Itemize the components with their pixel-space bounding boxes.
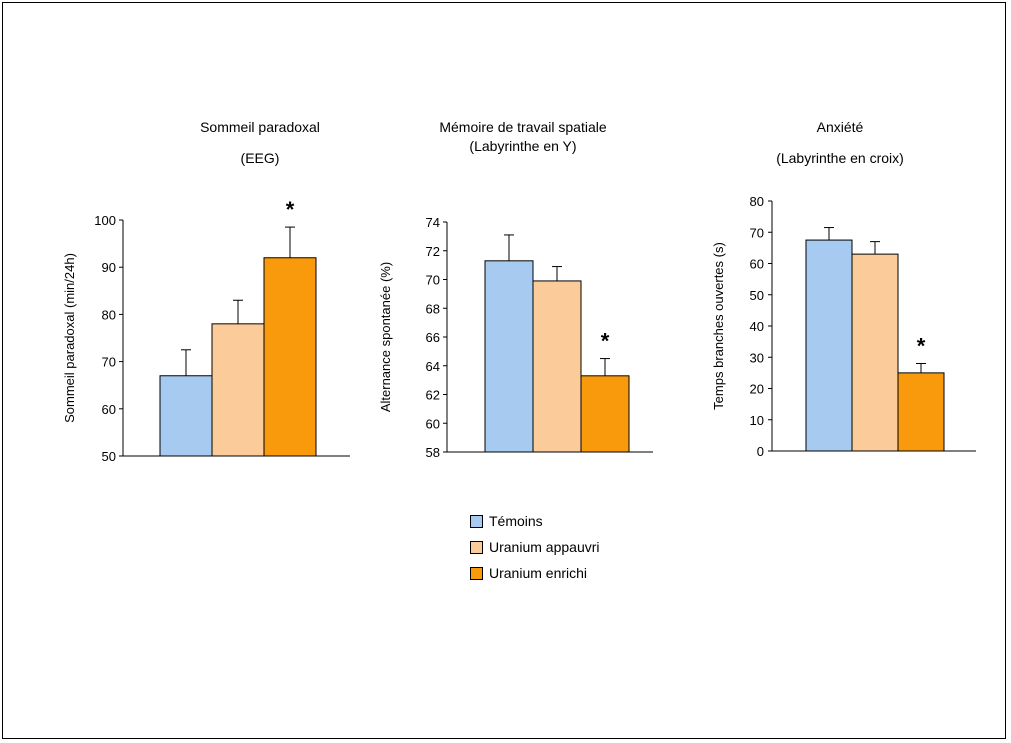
chart1-y-tick-label: 90 <box>102 260 116 275</box>
chart-legend: Témoins Uranium appauvri Uranium enrichi <box>470 508 600 586</box>
chart2-y-tick-label: 68 <box>426 301 440 316</box>
chart1-y-tick-label: 50 <box>102 449 116 464</box>
chart-title-2: Mémoire de travail spatiale <box>439 119 607 135</box>
chart3-significance-mark-3: * <box>917 334 926 359</box>
legend-item-uranium-enrichi: Uranium enrichi <box>470 560 600 586</box>
chart2-y-tick-label: 58 <box>426 445 440 460</box>
chart3-y-tick-label: 60 <box>750 257 764 272</box>
chart-subtitle-2: (Labyrinthe en Y) <box>469 138 577 154</box>
chart2-bar-2 <box>532 280 582 453</box>
legend-label-uranium-enrichi: Uranium enrichi <box>489 565 588 581</box>
legend-swatch-temoins <box>470 514 483 528</box>
chart1-bar-2 <box>211 323 265 457</box>
chart3-bar-2 <box>851 253 899 452</box>
chart1-y-tick-label: 60 <box>102 402 116 417</box>
chart2-y-tick-label: 62 <box>426 388 440 403</box>
chart1-bar-1 <box>159 375 213 457</box>
chart2-y-axis-label: Alternance spontanée (%) <box>378 262 393 412</box>
chart2-bar-3 <box>580 375 630 453</box>
chart-title-1: Sommeil paradoxal <box>200 119 320 135</box>
chart3-y-tick-label: 20 <box>750 382 764 397</box>
chart3-y-tick-label: 80 <box>750 194 764 209</box>
legend-item-temoins: Témoins <box>470 508 600 534</box>
chart3-y-tick-label: 30 <box>750 350 764 365</box>
chart1-y-tick-label: 100 <box>94 213 116 228</box>
chart2-y-tick-label: 60 <box>426 416 440 431</box>
chart2-bar-1 <box>484 260 534 453</box>
chart3-y-tick-label: 50 <box>750 288 764 303</box>
legend-swatch-uranium-appauvri <box>470 540 483 554</box>
chart3-bar-1 <box>805 239 853 452</box>
chart3-y-tick-label: 70 <box>750 225 764 240</box>
chart1-bar-3 <box>263 257 317 457</box>
chart3-y-tick-label: 10 <box>750 413 764 428</box>
chart1-significance-mark-3: * <box>286 197 295 222</box>
chart-title-3: Anxiété <box>816 119 864 135</box>
chart2-y-tick-label: 66 <box>426 330 440 345</box>
chart1-y-tick-label: 70 <box>102 355 116 370</box>
legend-label-temoins: Témoins <box>489 513 543 529</box>
chart3-y-tick-label: 40 <box>750 319 764 334</box>
chart2-y-tick-label: 70 <box>426 273 440 288</box>
chart3-y-tick-label: 0 <box>757 444 764 459</box>
chart2-y-tick-label: 72 <box>426 244 440 259</box>
chart2-y-tick-label: 64 <box>426 359 440 374</box>
chart3-bar-3 <box>897 372 945 452</box>
chart2-significance-mark-3: * <box>601 329 610 354</box>
legend-swatch-uranium-enrichi <box>470 566 483 580</box>
chart2-y-tick-label: 74 <box>426 215 440 230</box>
legend-item-uranium-appauvri: Uranium appauvri <box>470 534 600 560</box>
chart1-y-tick-label: 80 <box>102 307 116 322</box>
chart1-y-axis-label: Sommeil paradoxal (min/24h) <box>62 253 77 423</box>
legend-label-uranium-appauvri: Uranium appauvri <box>489 539 600 555</box>
chart-subtitle-1: (EEG) <box>240 150 280 166</box>
chart3-y-axis-label: Temps branches ouvertes (s) <box>711 242 726 410</box>
chart-subtitle-3: (Labyrinthe en croix) <box>776 150 904 166</box>
